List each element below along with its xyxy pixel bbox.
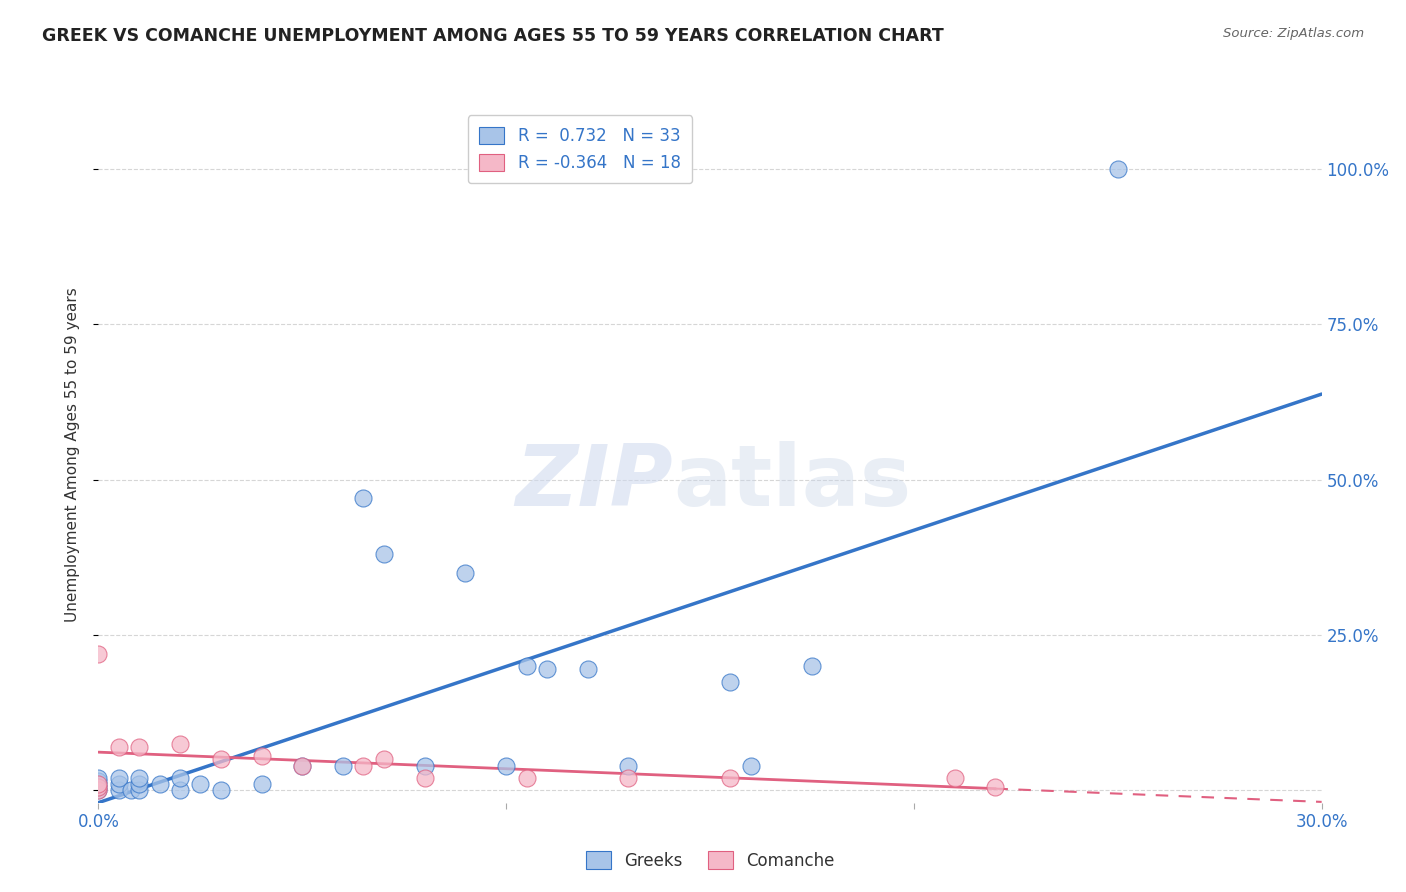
Point	[617, 771, 640, 785]
Text: Source: ZipAtlas.com: Source: ZipAtlas.com	[1223, 27, 1364, 40]
Point	[108, 777, 131, 791]
Point	[108, 783, 131, 797]
Point	[169, 737, 191, 751]
Point	[984, 780, 1007, 795]
Point	[352, 491, 374, 506]
Point	[149, 777, 172, 791]
Point	[413, 771, 436, 785]
Point	[516, 771, 538, 785]
Point	[209, 752, 232, 766]
Point	[291, 758, 314, 772]
Point	[720, 674, 742, 689]
Point	[413, 758, 436, 772]
Point	[169, 783, 191, 797]
Point	[128, 739, 150, 754]
Text: GREEK VS COMANCHE UNEMPLOYMENT AMONG AGES 55 TO 59 YEARS CORRELATION CHART: GREEK VS COMANCHE UNEMPLOYMENT AMONG AGE…	[42, 27, 943, 45]
Point	[87, 780, 110, 795]
Point	[108, 771, 131, 785]
Point	[291, 758, 314, 772]
Point	[87, 783, 110, 797]
Point	[801, 659, 824, 673]
Point	[87, 774, 110, 789]
Point	[87, 780, 110, 795]
Point	[250, 777, 273, 791]
Point	[128, 771, 150, 785]
Point	[250, 749, 273, 764]
Point	[617, 758, 640, 772]
Point	[454, 566, 477, 580]
Point	[87, 777, 110, 791]
Point	[120, 783, 142, 797]
Point	[87, 771, 110, 785]
Point	[87, 783, 110, 797]
Point	[1107, 162, 1129, 177]
Point	[87, 647, 110, 661]
Point	[352, 758, 374, 772]
Legend: Greeks, Comanche: Greeks, Comanche	[578, 843, 842, 878]
Point	[373, 547, 395, 561]
Point	[209, 783, 232, 797]
Text: ZIP: ZIP	[516, 442, 673, 524]
Text: atlas: atlas	[673, 442, 911, 524]
Point	[332, 758, 354, 772]
Point	[740, 758, 762, 772]
Point	[495, 758, 517, 772]
Point	[87, 777, 110, 791]
Point	[516, 659, 538, 673]
Point	[128, 783, 150, 797]
Point	[720, 771, 742, 785]
Point	[943, 771, 966, 785]
Y-axis label: Unemployment Among Ages 55 to 59 years: Unemployment Among Ages 55 to 59 years	[65, 287, 80, 623]
Point	[373, 752, 395, 766]
Point	[576, 662, 599, 676]
Point	[108, 739, 131, 754]
Point	[169, 771, 191, 785]
Point	[188, 777, 212, 791]
Point	[536, 662, 558, 676]
Point	[128, 777, 150, 791]
